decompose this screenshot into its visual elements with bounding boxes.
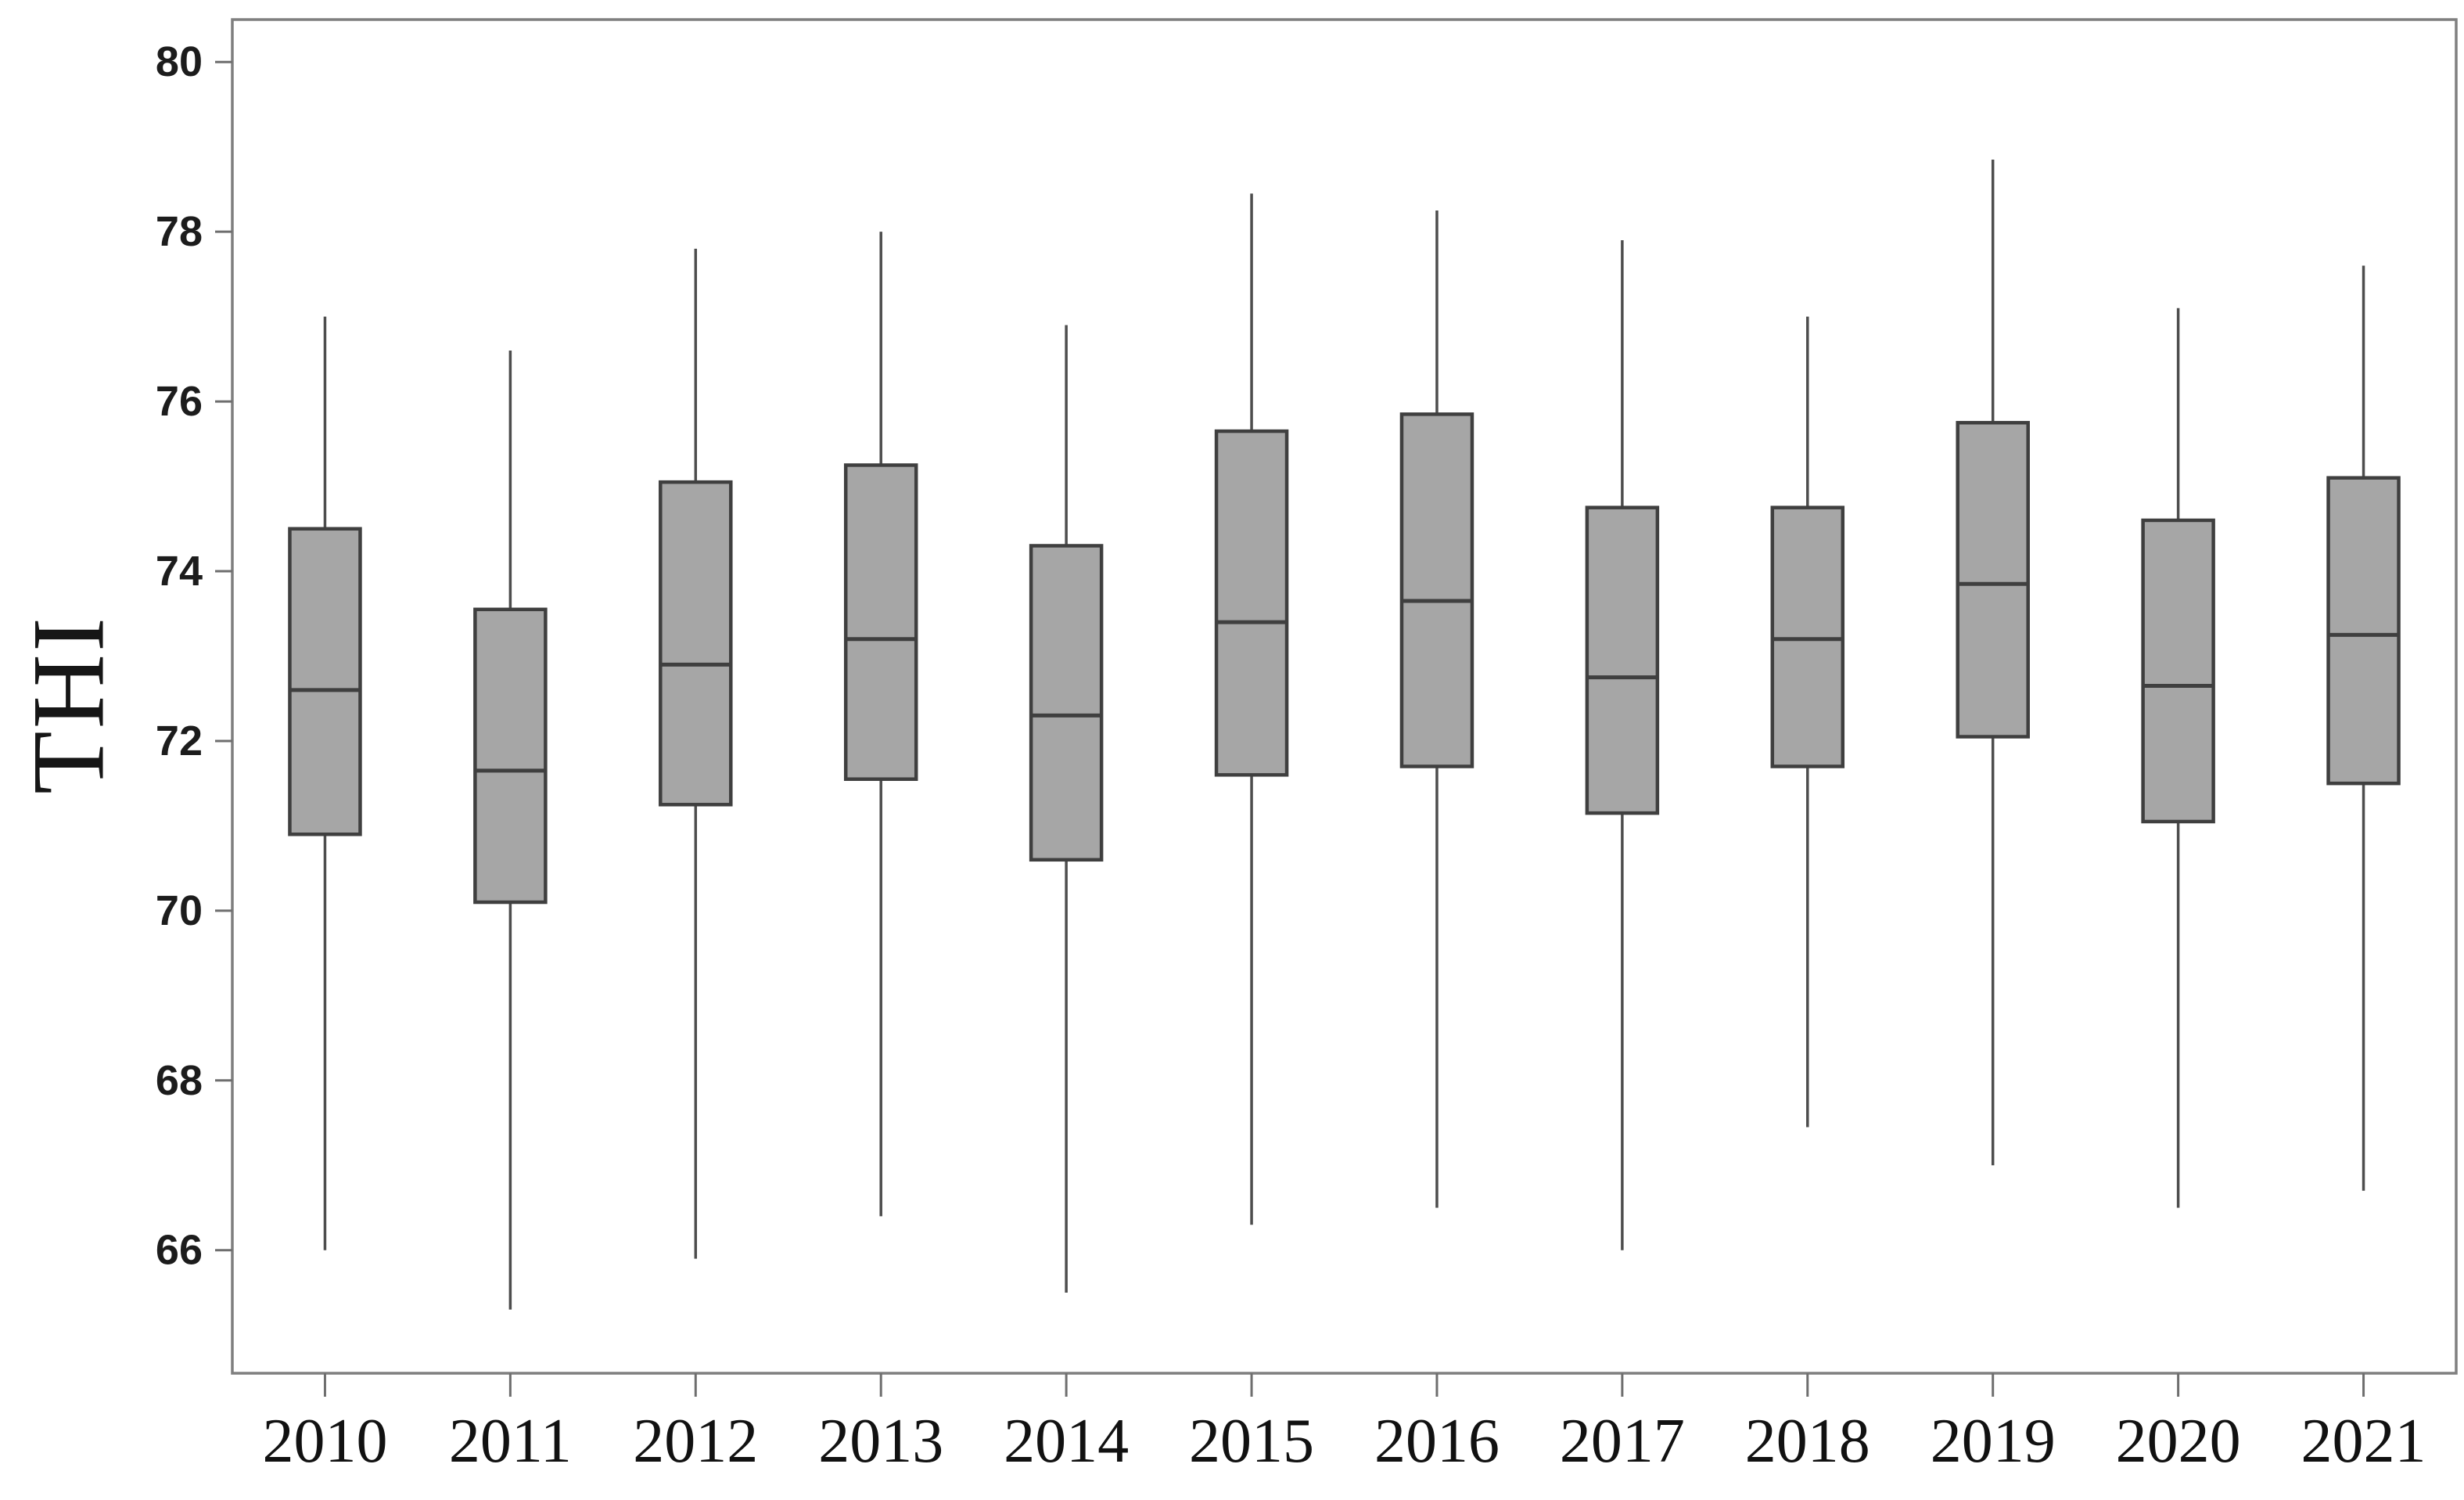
boxplot-2014 xyxy=(1029,325,1104,1293)
boxplot-2017 xyxy=(1585,240,1660,1250)
x-tick-label-2018: 2018 xyxy=(1745,1407,1870,1476)
y-tick-label-78: 78 xyxy=(156,208,203,255)
iqr-box-2019 xyxy=(1956,420,2030,739)
iqr-box-2018 xyxy=(1770,505,1845,768)
y-axis-title: THI xyxy=(10,615,126,794)
y-tick-label-72: 72 xyxy=(156,718,203,764)
boxplot-2021 xyxy=(2326,265,2401,1191)
boxplot-2012 xyxy=(659,248,733,1259)
boxplot-2019 xyxy=(1956,159,2030,1166)
x-tick-label-2014: 2014 xyxy=(1004,1407,1129,1476)
x-tick-label-2013: 2013 xyxy=(818,1407,943,1476)
boxplot-2018 xyxy=(1770,316,1845,1128)
y-tick-label-74: 74 xyxy=(156,548,203,595)
iqr-box-2015 xyxy=(1214,429,1289,777)
x-tick-label-2015: 2015 xyxy=(1189,1407,1314,1476)
boxplot-2011 xyxy=(473,351,548,1310)
boxplot-2015 xyxy=(1214,193,1289,1225)
x-tick-label-2021: 2021 xyxy=(2301,1407,2426,1476)
y-tick-label-80: 80 xyxy=(156,38,203,85)
iqr-box-2017 xyxy=(1585,505,1660,815)
x-tick-label-2017: 2017 xyxy=(1560,1407,1685,1476)
iqr-box-2012 xyxy=(659,480,733,807)
iqr-box-2016 xyxy=(1399,412,1474,768)
iqr-box-2021 xyxy=(2326,476,2401,786)
y-tick-label-68: 68 xyxy=(156,1057,203,1104)
y-tick-label-70: 70 xyxy=(156,887,203,934)
iqr-box-2013 xyxy=(843,463,918,782)
x-tick-label-2019: 2019 xyxy=(1931,1407,2056,1476)
boxplot-2013 xyxy=(843,232,918,1217)
boxplot-2020 xyxy=(2141,308,2215,1208)
boxplot-2010 xyxy=(288,316,362,1250)
iqr-box-2010 xyxy=(288,527,362,836)
x-tick-label-2012: 2012 xyxy=(633,1407,758,1476)
x-tick-label-2011: 2011 xyxy=(449,1407,572,1476)
iqr-box-2011 xyxy=(473,607,548,905)
boxplot-2016 xyxy=(1399,210,1474,1208)
x-tick-label-2016: 2016 xyxy=(1374,1407,1500,1476)
iqr-box-2020 xyxy=(2141,518,2215,824)
y-tick-label-76: 76 xyxy=(156,378,203,425)
plot-frame xyxy=(231,18,2458,1375)
x-tick-label-2020: 2020 xyxy=(2116,1407,2241,1476)
y-tick-label-66: 66 xyxy=(156,1227,203,1274)
x-tick-label-2010: 2010 xyxy=(262,1407,387,1476)
iqr-box-2014 xyxy=(1029,544,1104,862)
